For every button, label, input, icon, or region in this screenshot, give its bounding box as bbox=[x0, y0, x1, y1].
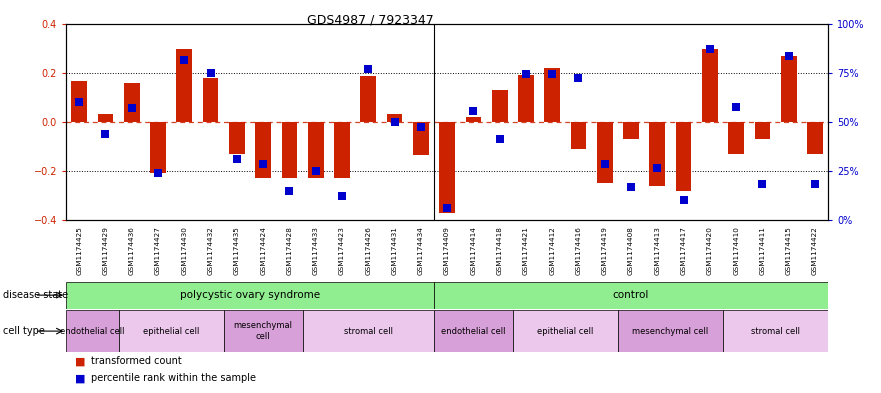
Bar bbox=[518, 75, 534, 122]
Bar bbox=[781, 55, 796, 122]
Bar bbox=[229, 122, 245, 154]
Bar bbox=[307, 122, 323, 178]
Bar bbox=[413, 122, 429, 155]
Bar bbox=[176, 50, 192, 122]
Bar bbox=[649, 122, 665, 186]
Bar bbox=[282, 122, 297, 178]
Bar bbox=[492, 90, 507, 122]
Text: epithelial cell: epithelial cell bbox=[537, 327, 594, 336]
Text: mesenchymal cell: mesenchymal cell bbox=[633, 327, 708, 336]
Bar bbox=[513, 310, 618, 352]
Bar bbox=[440, 122, 455, 213]
Bar bbox=[224, 310, 302, 352]
Text: GDS4987 / 7923347: GDS4987 / 7923347 bbox=[307, 14, 433, 27]
Text: mesenchymal
cell: mesenchymal cell bbox=[233, 321, 292, 341]
Bar bbox=[702, 50, 718, 122]
Bar bbox=[676, 122, 692, 191]
Bar bbox=[571, 122, 587, 149]
Text: control: control bbox=[613, 290, 649, 300]
Bar bbox=[434, 310, 513, 352]
Bar bbox=[465, 117, 481, 122]
Bar bbox=[71, 81, 87, 122]
Bar bbox=[723, 310, 828, 352]
Text: transformed count: transformed count bbox=[91, 356, 181, 366]
Bar bbox=[623, 122, 639, 139]
Bar bbox=[597, 122, 612, 183]
Text: endothelial cell: endothelial cell bbox=[441, 327, 506, 336]
Bar bbox=[334, 122, 350, 178]
Text: endothelial cell: endothelial cell bbox=[60, 327, 124, 336]
Bar bbox=[119, 310, 224, 352]
Bar bbox=[360, 76, 376, 122]
Bar bbox=[302, 310, 434, 352]
Text: percentile rank within the sample: percentile rank within the sample bbox=[91, 373, 255, 383]
Text: ■: ■ bbox=[75, 373, 85, 383]
Bar bbox=[544, 68, 560, 122]
Bar bbox=[98, 114, 114, 122]
Bar bbox=[387, 114, 403, 122]
Bar bbox=[807, 122, 823, 154]
Text: epithelial cell: epithelial cell bbox=[143, 327, 199, 336]
Text: stromal cell: stromal cell bbox=[751, 327, 800, 336]
Bar bbox=[618, 310, 723, 352]
Bar bbox=[729, 122, 744, 154]
Text: polycystic ovary syndrome: polycystic ovary syndrome bbox=[180, 290, 320, 300]
Text: disease state: disease state bbox=[3, 290, 68, 300]
Bar bbox=[255, 122, 271, 178]
Text: ■: ■ bbox=[75, 356, 85, 366]
Bar bbox=[754, 122, 770, 139]
Bar bbox=[66, 310, 119, 352]
Text: cell type: cell type bbox=[3, 326, 45, 336]
Bar bbox=[203, 78, 218, 122]
Bar bbox=[124, 83, 140, 122]
Bar bbox=[434, 282, 828, 309]
Text: stromal cell: stromal cell bbox=[344, 327, 393, 336]
Bar bbox=[150, 122, 166, 173]
Bar bbox=[66, 282, 434, 309]
